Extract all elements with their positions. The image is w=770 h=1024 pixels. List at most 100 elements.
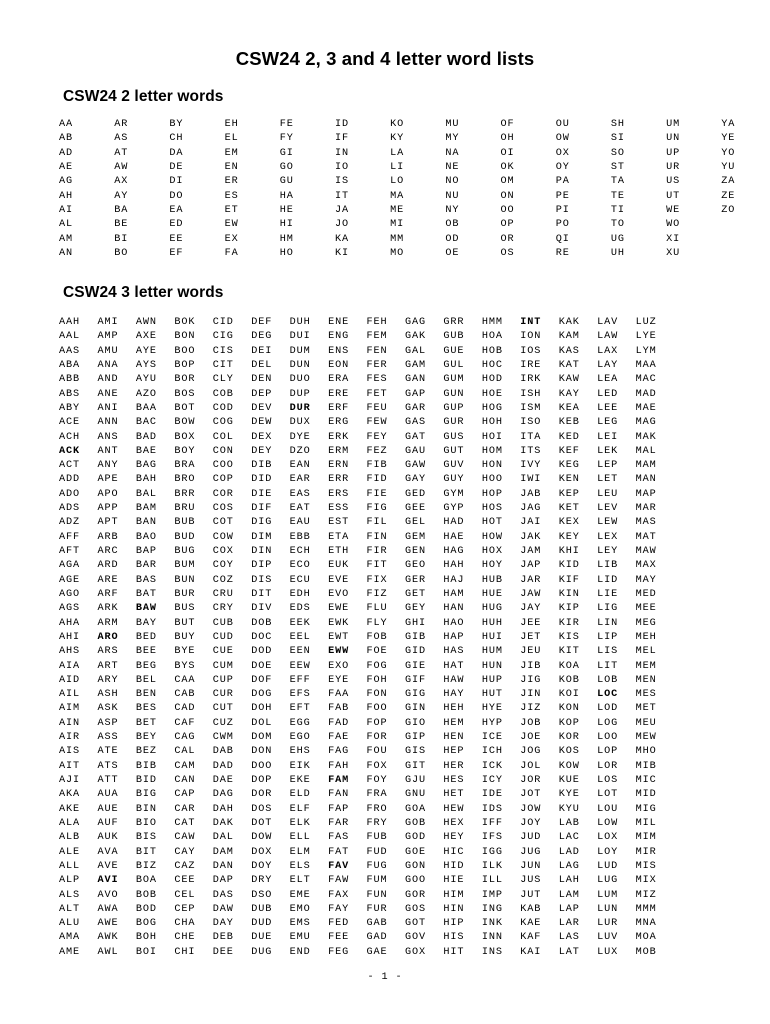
word-cell: IRE — [520, 359, 542, 371]
word-cell: KIN — [558, 588, 580, 600]
word-cell: HO — [279, 247, 294, 259]
word-cell: DEE — [212, 946, 234, 958]
word-cell: GAK — [404, 331, 426, 343]
word-cell: ECO — [289, 560, 311, 572]
word-cell: EYE — [328, 674, 350, 686]
word-cell: DEY — [251, 445, 273, 457]
word-cell: DAN — [212, 860, 234, 872]
word-cell: UT — [666, 190, 681, 202]
word-cell: MI — [390, 219, 405, 231]
word-cell: DAW — [212, 903, 234, 915]
word-cell: ASP — [97, 717, 119, 729]
word-cell: LEE — [597, 402, 619, 414]
word-cell: IFF — [481, 817, 503, 829]
word-cell: AWE — [97, 918, 119, 930]
word-cell: MEM — [635, 660, 657, 672]
page-number-footer: - 1 - — [367, 972, 403, 983]
word-cell: GUY — [443, 474, 465, 486]
word-cell: ARS — [97, 646, 119, 658]
word-row: AGO ARF BAT BUR CRU DIT EDH EVO FIZ GET HAM HUE JAW K… — [59, 588, 674, 602]
word-cell: FID — [366, 474, 388, 486]
word-cell: EWK — [328, 617, 350, 629]
word-cell: BOA — [135, 875, 157, 887]
word-cell: LOT — [597, 789, 619, 801]
word-cell: AIA — [59, 660, 81, 672]
word-cell: ARM — [97, 617, 119, 629]
word-cell: PA — [555, 176, 570, 188]
word-cell: ISO — [520, 417, 542, 429]
word-row: AJI ATT BID CAN DAE DOP EKE FAM FOY GJU HES ICY JOR K… — [59, 774, 674, 788]
word-cell: JET — [520, 631, 542, 643]
word-cell: LAV — [597, 317, 619, 328]
word-cell: EN — [224, 161, 239, 173]
word-cell: BAN — [135, 517, 157, 529]
word-cell: BET — [135, 717, 157, 729]
word-cell: DUP — [289, 388, 311, 400]
word-cell: EEL — [289, 631, 311, 643]
word-cell: LYE — [635, 331, 657, 343]
word-cell: ALT — [59, 903, 81, 915]
word-cell: EGO — [289, 732, 311, 744]
word-cell: GNU — [404, 789, 426, 801]
word-cell: OE — [445, 247, 460, 259]
word-row: AE AW DE EN GO IO LI NE OK OY ST UR YU — [59, 161, 770, 175]
word-cell: DUM — [289, 345, 311, 357]
word-cell: HE — [279, 204, 294, 216]
word-row: AL BE ED EW HI JO MI OB OP PO TO WO — [59, 218, 770, 232]
word-cell: GUT — [443, 445, 465, 457]
word-cell: DOH — [251, 703, 273, 715]
word-cell: MMM — [635, 903, 657, 915]
word-cell: EXO — [328, 660, 350, 672]
word-cell: GOV — [404, 932, 426, 944]
word-cell: TI — [610, 204, 625, 216]
word-cell: LUR — [597, 918, 619, 930]
word-cell: ETH — [328, 546, 350, 557]
word-cell: HUN — [481, 660, 503, 672]
word-cell: GIP — [404, 732, 426, 744]
word-cell: MAM — [635, 460, 657, 472]
word-cell: GEL — [404, 517, 426, 529]
word-cell: KIP — [558, 603, 580, 615]
word-cell: DUH — [289, 317, 311, 328]
word-cell: IGG — [481, 846, 503, 858]
word-row: AFF ARB BAO BUD COW DIM EBB ETA FIN GEM HAE HOW JAK K… — [59, 531, 674, 545]
word-cell: MEU — [635, 717, 657, 729]
word-cell: CAY — [174, 846, 196, 858]
word-cell: DEL — [251, 359, 273, 371]
word-cell: DAH — [212, 803, 234, 815]
word-cell: ERA — [328, 374, 350, 386]
word-cell: LIT — [597, 660, 619, 672]
word-cell: FUD — [366, 846, 388, 858]
word-cell: OU — [555, 119, 570, 130]
word-cell: HAD — [443, 517, 465, 529]
word-cell: AHS — [59, 646, 81, 658]
word-cell: EVO — [328, 588, 350, 600]
word-cell: ALP — [59, 875, 81, 887]
word-cell: DOR — [251, 789, 273, 801]
word-cell: PO — [555, 219, 570, 231]
word-cell: CAD — [174, 703, 196, 715]
word-cell: HID — [443, 860, 465, 872]
word-cell: UP — [666, 147, 681, 159]
word-cell: ICH — [481, 746, 503, 758]
word-cell: FIN — [366, 531, 388, 543]
word-cell: GAB — [366, 918, 388, 930]
word-cell: YA — [721, 119, 736, 130]
word-cell: US — [666, 176, 681, 188]
word-cell: GOE — [404, 846, 426, 858]
word-cell: COZ — [212, 574, 234, 586]
word-cell: EAT — [289, 503, 311, 515]
word-cell: UM — [666, 119, 681, 130]
word-cell: HIT — [443, 946, 465, 958]
word-cell: HAS — [443, 646, 465, 658]
word-cell: GUN — [443, 388, 465, 400]
word-cell: ANI — [97, 402, 119, 414]
word-cell: FOB — [366, 631, 388, 643]
word-row: ACH ANS BAD BOX COL DEX DYE ERK FEY GAT GUS HOI ITA K… — [59, 431, 674, 445]
word-cell: KOR — [558, 732, 580, 744]
word-cell: EWT — [328, 631, 350, 643]
word-cell: TO — [610, 219, 625, 231]
word-cell: MAE — [635, 402, 657, 414]
word-cell: ABA — [59, 359, 81, 371]
word-cell: MEN — [635, 674, 657, 686]
